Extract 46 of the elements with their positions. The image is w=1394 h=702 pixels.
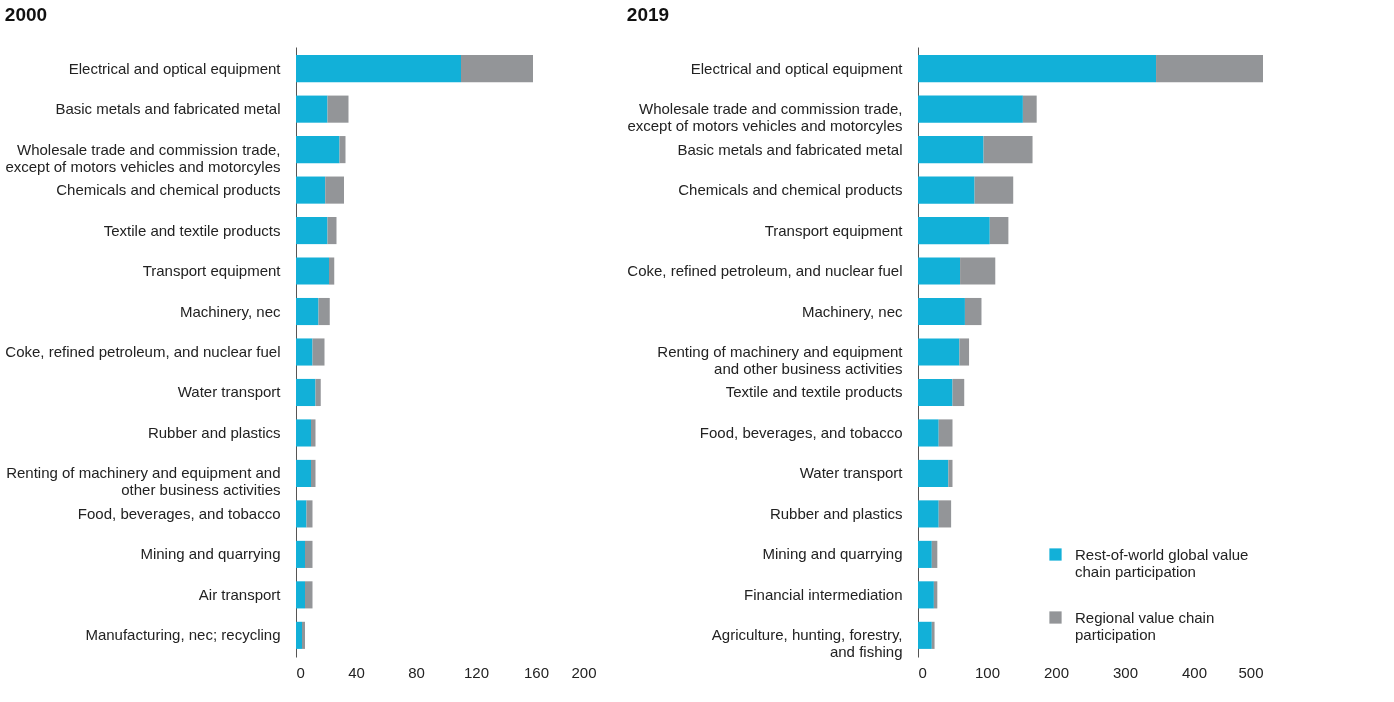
x-tick-label: 400 (1181, 663, 1208, 681)
y-tick-label: Basic metals and fabricated metal (55, 100, 281, 118)
y-tick-label: Textile and textile products (103, 221, 281, 239)
y-tick-label: Renting of machinery and equipment and other business activities (6, 464, 281, 499)
y-tick-label: Water transport (799, 464, 904, 482)
y-tick-label: Wholesale trade and commission trade, except of motors vehicles and motorcyles (5, 140, 281, 175)
x-tick-label: 500 (1238, 663, 1264, 681)
y-tick-label: Chemicals and chemical products (56, 181, 281, 199)
y-tick-label: Mining and quarrying (762, 545, 903, 563)
y-tick-label: Air transport (198, 585, 282, 603)
y-tick-label: Basic metals and fabricated metal (677, 140, 903, 158)
y-tick-label: Mining and quarrying (140, 545, 281, 563)
y-tick-label: Rubber and plastics (147, 423, 281, 441)
y-tick-label: Wholesale trade and commission trade, except of motors vehicles and motorcyles (627, 100, 903, 135)
y-tick-label: Electrical and optical equipment (690, 59, 904, 77)
x-tick-label: 300 (1112, 663, 1139, 681)
legend-label: Regional value chain participation (1075, 608, 1215, 643)
x-tick-label: 80 (408, 663, 425, 681)
x-tick-label: 200 (571, 663, 597, 681)
y-tick-label: Coke, refined petroleum, and nuclear fuel (5, 343, 281, 360)
y-tick-label: Machinery, nec (801, 302, 903, 320)
y-tick-label: Coke, refined petroleum, and nuclear fuel (627, 262, 903, 280)
y-tick-label: Manufacturing, nec; recycling (85, 626, 281, 644)
x-tick-label: 0 (296, 663, 305, 681)
y-tick-label: Electrical and optical equipment (68, 59, 282, 77)
text: 2000 (4, 4, 48, 25)
y-tick-label: Agriculture, hunting, forestry, and fishing (711, 626, 903, 661)
x-tick-label: 100 (974, 663, 1001, 681)
y-tick-label: Financial intermediation (744, 585, 903, 603)
y-tick-label: Chemicals and chemical products (678, 181, 903, 199)
y-tick-label: Water transport (177, 383, 282, 401)
y-tick-label: Rubber and plastics (769, 504, 903, 522)
y-tick-label: Food, beverages, and tobacco (699, 423, 903, 441)
legend-label: Rest-of-world global value chain participation (1075, 545, 1249, 580)
y-tick-label: Transport equipment (764, 221, 904, 239)
y-tick-label: Food, beverages, and tobacco (77, 504, 281, 522)
text: 2019 (626, 4, 670, 25)
x-tick-label: 120 (463, 663, 490, 681)
x-tick-label: 40 (348, 663, 365, 681)
y-tick-label: Machinery, nec (179, 302, 281, 320)
y-tick-label: Textile and textile products (725, 383, 903, 401)
y-tick-label: Renting of machinery and equipment and other business activities (657, 343, 904, 377)
x-tick-label: 200 (1043, 663, 1070, 681)
x-tick-label: 160 (523, 663, 550, 681)
x-tick-label: 0 (918, 663, 927, 681)
y-tick-label: Transport equipment (142, 262, 282, 280)
